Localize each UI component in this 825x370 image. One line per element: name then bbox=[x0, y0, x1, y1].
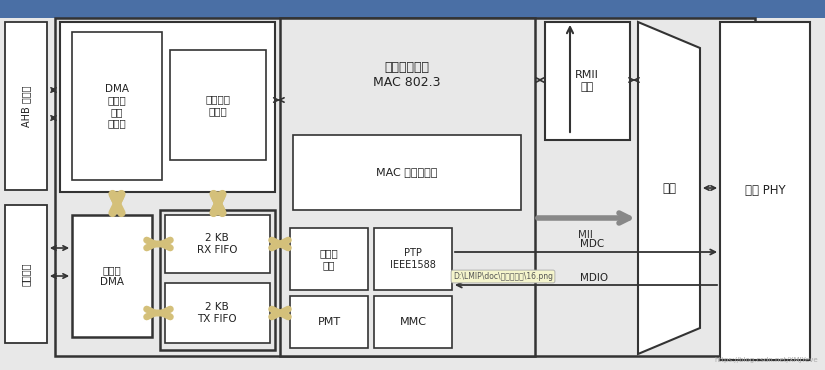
Bar bbox=[290, 296, 368, 348]
Text: D:\LMlP\doc\新教程图片\16.png: D:\LMlP\doc\新教程图片\16.png bbox=[453, 272, 553, 281]
Bar bbox=[0, 0, 825, 18]
Text: AHB 从接口: AHB 从接口 bbox=[21, 85, 31, 127]
Bar bbox=[72, 215, 152, 337]
Text: https://blog.csdn.net/XMJYeve: https://blog.csdn.net/XMJYeve bbox=[714, 357, 818, 363]
Text: MMC: MMC bbox=[399, 317, 427, 327]
Text: PTP
IEEE1588: PTP IEEE1588 bbox=[390, 248, 436, 270]
Bar bbox=[160, 210, 275, 350]
Text: DMA
控制与
状态
寄存器: DMA 控制与 状态 寄存器 bbox=[105, 84, 129, 128]
Bar bbox=[60, 22, 275, 192]
Bar bbox=[374, 296, 452, 348]
Text: 2 KB
TX FIFO: 2 KB TX FIFO bbox=[197, 302, 237, 324]
Bar bbox=[280, 18, 535, 356]
Text: 选择: 选择 bbox=[662, 182, 676, 195]
Text: RMII
接口: RMII 接口 bbox=[575, 70, 599, 92]
Text: 校验和
减荷: 校验和 减荷 bbox=[319, 248, 338, 270]
Text: 以太网
DMA: 以太网 DMA bbox=[100, 265, 124, 287]
Polygon shape bbox=[638, 22, 700, 354]
Text: MII: MII bbox=[578, 230, 592, 240]
Text: 工作模式
寄存器: 工作模式 寄存器 bbox=[205, 94, 230, 116]
Text: 总线矩阵: 总线矩阵 bbox=[21, 262, 31, 286]
Text: 外部 PHY: 外部 PHY bbox=[745, 185, 785, 198]
Text: 2 KB
RX FIFO: 2 KB RX FIFO bbox=[196, 233, 238, 255]
Bar bbox=[5, 22, 47, 190]
Bar bbox=[165, 215, 270, 273]
Bar bbox=[5, 205, 47, 343]
Text: 介质访问控制
MAC 802.3: 介质访问控制 MAC 802.3 bbox=[373, 61, 441, 89]
Bar bbox=[72, 32, 162, 180]
Bar bbox=[720, 22, 810, 360]
Bar bbox=[290, 228, 368, 290]
Bar bbox=[293, 135, 521, 210]
Text: MAC 控制寄存器: MAC 控制寄存器 bbox=[376, 167, 438, 177]
Text: PMT: PMT bbox=[318, 317, 341, 327]
Bar bbox=[545, 22, 630, 140]
Bar bbox=[165, 283, 270, 343]
Bar bbox=[170, 50, 266, 160]
Bar bbox=[55, 18, 755, 356]
Text: MDC: MDC bbox=[580, 239, 604, 249]
Bar bbox=[374, 228, 452, 290]
Text: MDIO: MDIO bbox=[580, 273, 608, 283]
